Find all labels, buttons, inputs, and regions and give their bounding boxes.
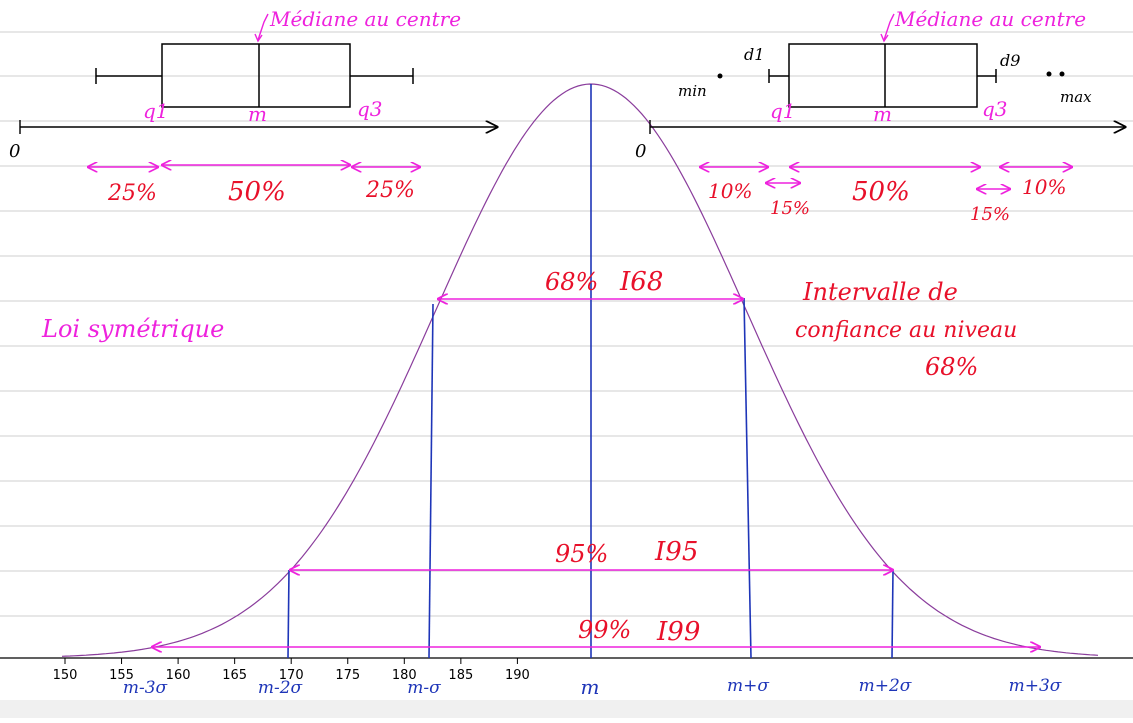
vline-m-plus-sigma [743,297,752,659]
symmetric-law-note: Loi symétrique [41,315,224,343]
x-tick-label: 185 [448,668,473,683]
vline-m-minus-sigma [428,303,434,659]
i68-percent: 68% [545,268,598,296]
right-title: Médiane au centre [894,7,1086,31]
x-tick-label: 175 [335,668,360,683]
confidence-note-line1: Intervalle de [802,278,958,306]
right-q3-label: q3 [982,97,1008,121]
right-min-label: min [678,82,707,100]
left-q1-label: q1 [143,99,169,123]
i99-label: I99 [656,617,700,647]
left-median-label: m [248,102,267,126]
x-axis-ticks: 150 155 160 165 170 175 180 185 190 [53,658,530,683]
right-median-label: m [873,102,892,126]
right-pct-inner-right: 15% [970,204,1010,225]
right-max-label: max [1060,88,1092,106]
left-boxplot [19,13,497,167]
outlier-max-dot-1 [1046,71,1052,77]
i95-label: I95 [654,537,698,567]
x-tick-label: 155 [109,668,134,683]
right-q1-label: q1 [770,99,796,123]
left-title: Médiane au centre [269,7,461,31]
left-origin-label: 0 [9,141,20,162]
right-pct-inner-left: 15% [770,198,810,219]
right-pct-outer-left: 10% [708,179,752,203]
left-pct-iqr: 50% [228,177,286,207]
i99-percent: 99% [578,616,631,644]
vline-m-plus-2sigma [891,569,894,659]
right-d9-label: d9 [1000,51,1020,70]
vline-m-minus-2sigma [287,569,290,659]
sigma-label: m-σ [407,678,441,698]
i68-label: I68 [619,267,663,297]
right-pct-iqr: 50% [852,177,910,207]
left-q3-label: q3 [357,97,383,121]
x-tick-label: 160 [166,668,191,683]
normal-density-curve [61,83,1099,657]
right-boxplot [649,13,1125,189]
right-origin-label: 0 [635,141,646,162]
sigma-labels: m-3σ m-2σ m-σ m m+σ m+2σ m+3σ [123,675,1062,699]
x-tick-label: 150 [53,668,78,683]
sigma-label: m+3σ [1009,676,1062,696]
outlier-max-dot-2 [1059,71,1065,77]
x-tick-label: 170 [279,668,304,683]
left-pct-q1: 25% [107,181,157,206]
confidence-note-line3: 68% [925,353,978,381]
i95-percent: 95% [555,540,608,568]
x-tick-label: 180 [392,668,417,683]
sigma-label: m+2σ [859,676,912,696]
left-pct-q3: 25% [365,178,415,203]
x-tick-label: 190 [505,668,530,683]
sigma-label: m [581,675,600,699]
sigma-label: m-2σ [258,678,303,698]
right-pct-outer-right: 10% [1022,175,1066,199]
sigma-label: m-3σ [123,678,168,698]
x-tick-label: 165 [222,668,247,683]
bottom-band [0,700,1133,718]
right-d1-label: d1 [744,45,764,64]
confidence-note-line2: confiance au niveau [795,318,1017,343]
outlier-min-dot [717,73,723,79]
sigma-label: m+σ [727,676,769,696]
sigma-verticals [287,84,894,659]
